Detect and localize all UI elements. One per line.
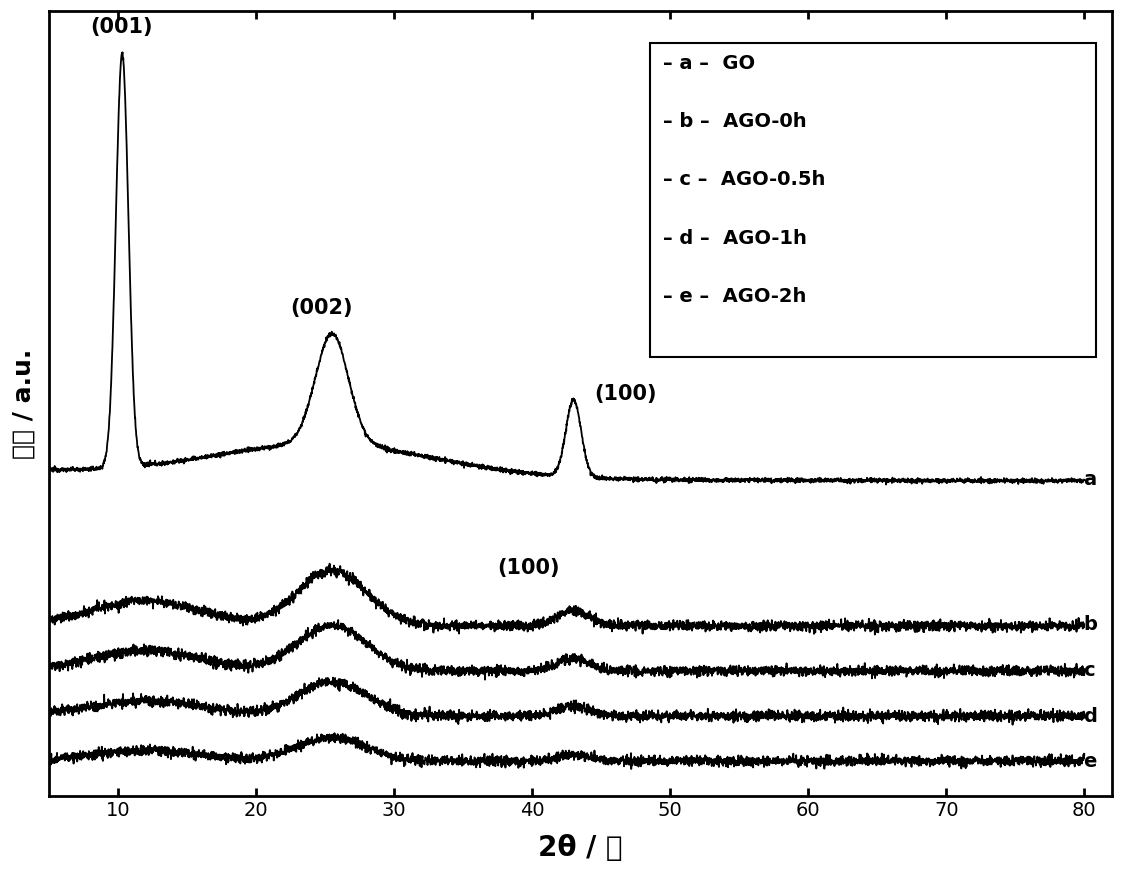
Text: – e –  AGO-2h: – e – AGO-2h [664,286,806,306]
Text: b: b [1083,615,1097,635]
Text: (002): (002) [291,298,353,318]
X-axis label: 2θ / 度: 2θ / 度 [538,834,622,862]
FancyBboxPatch shape [649,43,1096,356]
Text: c: c [1083,662,1095,680]
Text: – d –  AGO-1h: – d – AGO-1h [664,229,807,248]
Text: (001): (001) [91,17,153,37]
Y-axis label: 强度 / a.u.: 强度 / a.u. [11,348,35,458]
Text: a: a [1083,471,1096,489]
Text: (100): (100) [497,558,560,578]
Text: – a –  GO: – a – GO [664,54,756,73]
Text: (100): (100) [594,384,657,404]
Text: e: e [1083,752,1096,771]
Text: – b –  AGO-0h: – b – AGO-0h [664,113,807,131]
Text: d: d [1083,707,1097,726]
Text: – c –  AGO-0.5h: – c – AGO-0.5h [664,170,825,189]
